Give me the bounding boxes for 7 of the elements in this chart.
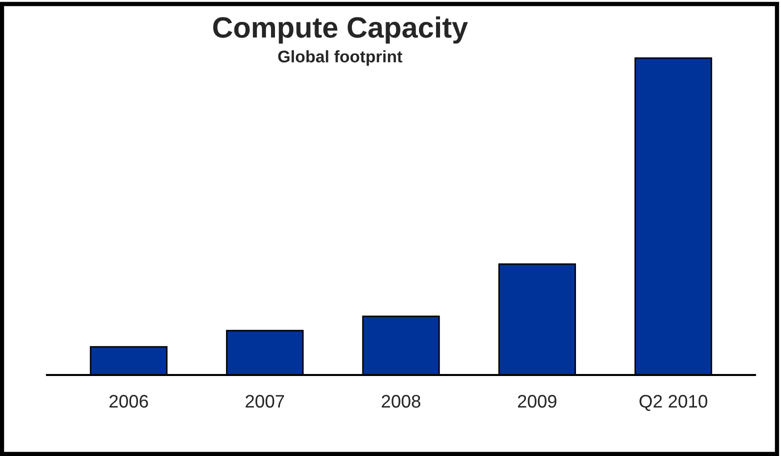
x-tick-label: 2008 <box>382 394 420 408</box>
chart-subtitle: Global footprint <box>278 50 402 66</box>
x-tick-label: 2006 <box>110 394 148 408</box>
x-tick-label: Q2 2010 <box>640 394 708 411</box>
x-tick-label: 2009 <box>518 394 556 408</box>
x-tick-label: 2007 <box>246 394 284 408</box>
chart-title: Compute Capacity <box>213 16 468 44</box>
